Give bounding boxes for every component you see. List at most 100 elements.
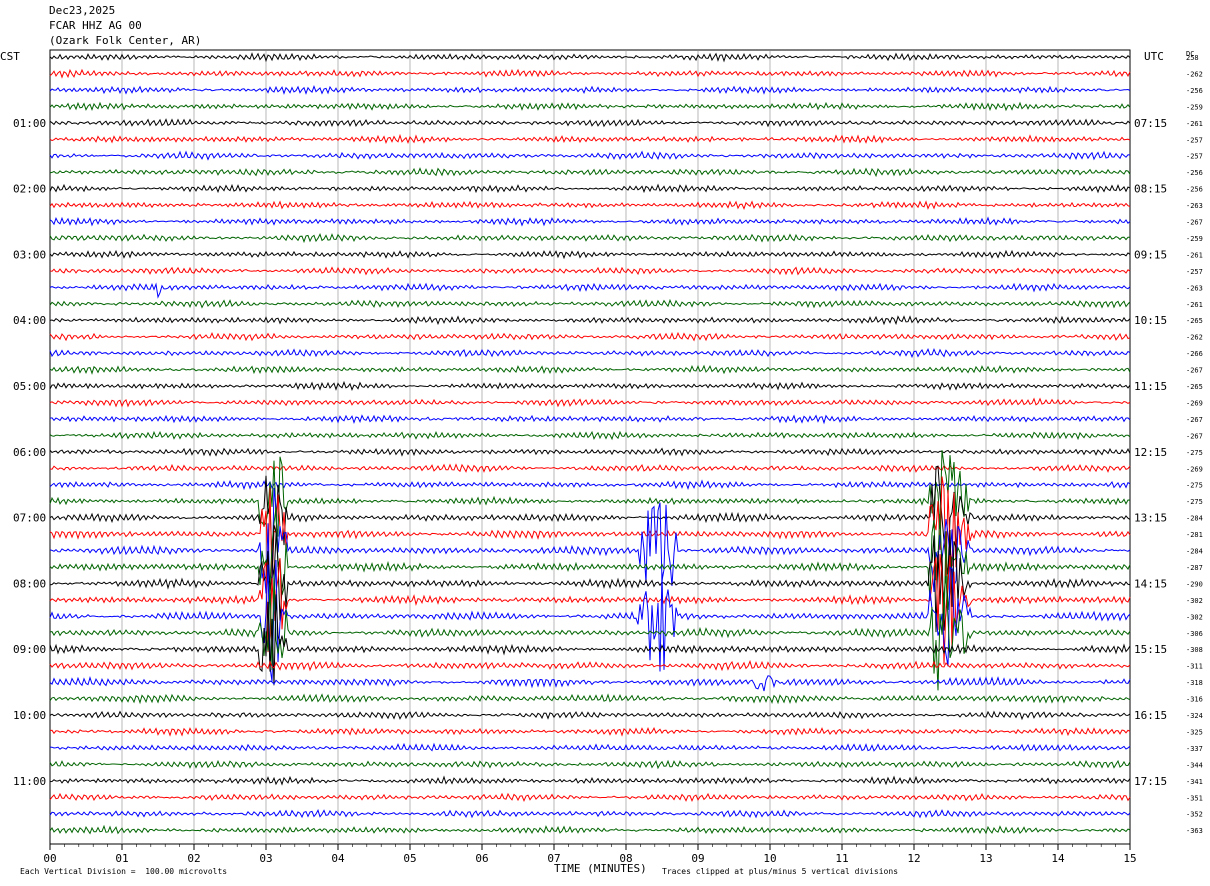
dc-offset-label: -256 <box>1186 186 1203 194</box>
x-tick-label: 13 <box>979 852 992 865</box>
left-time-label: 04:00 <box>13 314 46 327</box>
trace-row <box>49 183 1131 194</box>
dc-offset-label: -318 <box>1186 679 1203 687</box>
trace-row <box>49 133 1131 144</box>
clip-note: Traces clipped at plus/minus 5 vertical … <box>662 867 899 876</box>
dc-offset-label: -261 <box>1186 301 1203 309</box>
plot-frame <box>49 49 1131 845</box>
dc-offset-label: -257 <box>1186 153 1203 161</box>
plot-date: Dec23,2025 <box>49 4 116 17</box>
dc-offset-label: -316 <box>1186 696 1203 704</box>
dc-offset-label: 258 <box>1186 54 1199 62</box>
dc-offset-label: -262 <box>1186 334 1203 342</box>
scale-note: Each Vertical Division = 100.00 microvol… <box>20 867 228 876</box>
left-time-label: 10:00 <box>13 709 46 722</box>
trace-row <box>49 792 1131 802</box>
trace-row <box>49 397 1131 408</box>
trace-row <box>49 118 1131 128</box>
trace-row <box>49 167 1131 178</box>
x-tick-label: 05 <box>403 852 416 865</box>
right-axis-title: UTC <box>1144 50 1164 63</box>
trace-row <box>49 364 1131 375</box>
x-tick-label: 14 <box>1051 852 1065 865</box>
dc-offset-label: -275 <box>1186 482 1203 490</box>
dc-offset-label: -257 <box>1186 136 1203 144</box>
right-time-label: 17:15 <box>1134 775 1167 788</box>
trace-row <box>49 559 1131 682</box>
dc-offset-label: -269 <box>1186 465 1203 473</box>
trace-row <box>49 52 1131 63</box>
trace-row <box>49 447 1131 457</box>
dc-offset-label: -351 <box>1186 794 1203 802</box>
right-time-label: 08:15 <box>1134 183 1167 196</box>
trace-row <box>49 594 1131 686</box>
dc-offset-label: -284 <box>1186 515 1203 523</box>
dc-offset-label: -302 <box>1186 613 1203 621</box>
dc-offset-label: -265 <box>1186 317 1203 325</box>
dc-offset-label: -265 <box>1186 383 1203 391</box>
left-time-label: 03:00 <box>13 248 46 261</box>
trace-row <box>49 414 1131 425</box>
x-tick-label: 15 <box>1123 852 1136 865</box>
trace-row <box>49 430 1131 441</box>
dc-offset-label: -267 <box>1186 416 1203 424</box>
dc-offset-label: -290 <box>1186 580 1203 588</box>
right-time-label: 16:15 <box>1134 709 1167 722</box>
trace-row <box>49 675 1131 692</box>
trace-row <box>49 282 1131 299</box>
trace-row <box>49 150 1131 161</box>
dc-offset-label: -259 <box>1186 103 1203 111</box>
trace-row <box>49 465 1131 578</box>
left-axis-title: CST <box>0 50 20 63</box>
dc-offset-label: -311 <box>1186 663 1203 671</box>
dc-offset-label: -262 <box>1186 70 1203 78</box>
x-tick-label: 08 <box>619 852 632 865</box>
trace-row <box>49 554 1131 665</box>
right-time-label: 14:15 <box>1134 577 1167 590</box>
left-time-label: 06:00 <box>13 446 46 459</box>
dc-offset-label: -267 <box>1186 219 1203 227</box>
trace-row <box>49 68 1131 79</box>
dc-title: DC <box>1186 50 1195 58</box>
trace-row <box>49 809 1131 819</box>
trace-row <box>49 298 1131 309</box>
left-time-label: 09:00 <box>13 643 46 656</box>
trace-row <box>49 233 1130 244</box>
trace-row <box>49 249 1131 260</box>
trace-row <box>49 759 1131 770</box>
x-tick-label: 09 <box>691 852 704 865</box>
dc-offset-label: -284 <box>1186 548 1203 556</box>
dc-offset-label: -324 <box>1186 712 1203 720</box>
x-tick-label: 01 <box>115 852 128 865</box>
trace-row <box>49 266 1131 276</box>
x-tick-label: 12 <box>907 852 920 865</box>
dc-offset-label: -352 <box>1186 811 1203 819</box>
dc-offset-label: -363 <box>1186 827 1203 835</box>
trace-row <box>49 659 1131 672</box>
x-tick-label: 04 <box>331 852 345 865</box>
right-time-label: 07:15 <box>1134 117 1167 130</box>
trace-row <box>49 524 1131 633</box>
x-tick-label: 06 <box>475 852 488 865</box>
dc-offset-label: -306 <box>1186 630 1203 638</box>
x-tick-label: 11 <box>835 852 848 865</box>
trace-row <box>49 84 1131 95</box>
right-time-label: 10:15 <box>1134 314 1167 327</box>
x-axis-title: TIME (MINUTES) <box>554 862 647 875</box>
station-location: (Ozark Folk Center, AR) <box>49 34 202 47</box>
x-tick-label: 03 <box>259 852 272 865</box>
right-time-label: 09:15 <box>1134 248 1167 261</box>
trace-row <box>49 574 1131 691</box>
trace-row <box>49 380 1131 391</box>
x-tick-label: 00 <box>43 852 56 865</box>
trace-row <box>49 727 1131 737</box>
dc-offset-label: -308 <box>1186 646 1203 654</box>
trace-row <box>49 742 1131 752</box>
dc-offset-label: -269 <box>1186 399 1203 407</box>
trace-row <box>49 331 1131 342</box>
dc-offset-label: -275 <box>1186 449 1203 457</box>
trace-row <box>49 200 1131 210</box>
dc-offset-label: -267 <box>1186 367 1203 375</box>
dc-offset-label: -259 <box>1186 235 1203 243</box>
